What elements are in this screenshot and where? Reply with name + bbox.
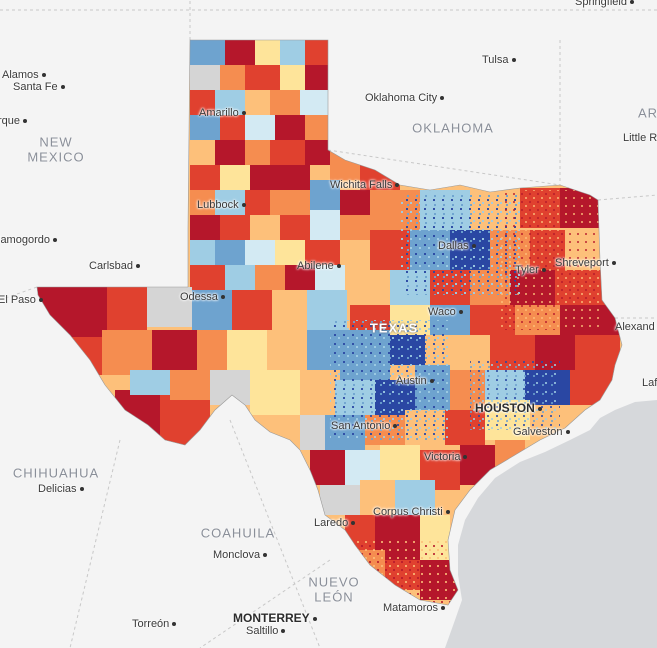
- city-marker-icon: [537, 406, 542, 411]
- city-label-amarillo[interactable]: Amarillo: [199, 107, 249, 119]
- city-marker-icon: [38, 298, 43, 303]
- region-label-texas: TEXAS: [369, 320, 419, 336]
- city-marker-icon: [41, 73, 46, 78]
- region-label-nuevo-leon-1: NUEVO: [308, 574, 360, 590]
- city-marker-icon: [458, 310, 463, 315]
- city-label-waco[interactable]: Waco: [428, 306, 466, 318]
- city-label-laredo[interactable]: Laredo: [314, 517, 358, 529]
- city-label-carlsbad[interactable]: Carlsbad: [89, 260, 143, 272]
- city-marker-icon: [241, 203, 246, 208]
- region-label-chihuahua: CHIHUAHUA: [12, 465, 100, 481]
- city-marker-icon: [220, 295, 225, 300]
- city-marker-icon: [541, 268, 546, 273]
- city-label-alamos[interactable]: Alamos: [2, 69, 49, 81]
- city-marker-icon: [241, 111, 246, 116]
- city-label-springfield[interactable]: Springfield: [575, 0, 637, 8]
- city-marker-icon: [463, 455, 468, 460]
- city-label-abilene[interactable]: Abilene: [297, 260, 344, 272]
- city-marker-icon: [440, 96, 445, 101]
- city-marker-icon: [312, 616, 317, 621]
- city-label-torreon[interactable]: Torreón: [132, 618, 179, 630]
- city-label-tulsa[interactable]: Tulsa: [482, 54, 519, 66]
- city-label-austin[interactable]: Austin: [396, 375, 437, 387]
- region-label-new-mexico-2: MEXICO: [27, 149, 85, 165]
- region-label-new-mexico-1: NEW: [39, 134, 73, 150]
- city-label-corpus-christi[interactable]: Corpus Christi: [373, 506, 453, 518]
- city-label-alamogordo[interactable]: lamogordo: [0, 234, 60, 246]
- city-marker-icon: [471, 244, 476, 249]
- city-label-albuquerque[interactable]: rque: [0, 115, 30, 127]
- city-marker-icon: [565, 430, 570, 435]
- city-marker-icon: [136, 264, 141, 269]
- city-marker-icon: [351, 521, 356, 526]
- city-marker-icon: [172, 622, 177, 627]
- city-marker-icon: [393, 424, 398, 429]
- city-label-lubbock[interactable]: Lubbock: [197, 199, 249, 211]
- city-label-el-paso[interactable]: El Paso: [0, 294, 46, 306]
- city-label-galveston[interactable]: Galveston: [513, 426, 573, 438]
- city-label-monclova[interactable]: Monclova: [213, 549, 270, 561]
- city-marker-icon: [441, 606, 446, 611]
- city-label-wichita-falls[interactable]: Wichita Falls: [330, 179, 402, 191]
- city-label-houston[interactable]: HOUSTON: [475, 401, 545, 415]
- city-label-saltillo[interactable]: Saltillo: [246, 625, 288, 637]
- region-label-arkansas: AR: [637, 105, 657, 121]
- city-marker-icon: [611, 261, 616, 266]
- city-marker-icon: [52, 238, 57, 243]
- city-label-santa-fe[interactable]: Santa Fe: [13, 81, 68, 93]
- city-label-victoria[interactable]: Victoria: [424, 451, 470, 463]
- city-marker-icon: [60, 85, 65, 90]
- region-label-nuevo-leon-2: LEÓN: [314, 589, 354, 605]
- city-marker-icon: [336, 264, 341, 269]
- city-label-shreveport[interactable]: Shreveport: [555, 257, 619, 269]
- city-label-odessa[interactable]: Odessa: [180, 291, 228, 303]
- region-label-coahuila: COAHUILA: [200, 525, 276, 541]
- city-label-dallas[interactable]: Dallas: [438, 240, 479, 252]
- city-marker-icon: [23, 119, 28, 124]
- city-label-tyler[interactable]: Tyler: [515, 264, 549, 276]
- city-label-little-rock[interactable]: Little R: [623, 132, 657, 144]
- gulf-of-mexico: [445, 400, 657, 648]
- city-marker-icon: [429, 379, 434, 384]
- city-label-san-antonio[interactable]: San Antonio: [331, 420, 400, 432]
- city-marker-icon: [629, 0, 634, 5]
- city-marker-icon: [79, 487, 84, 492]
- region-label-oklahoma: OKLAHOMA: [412, 120, 494, 136]
- city-label-matamoros[interactable]: Matamoros: [383, 602, 448, 614]
- city-marker-icon: [511, 58, 516, 63]
- city-marker-icon: [395, 183, 400, 188]
- city-marker-icon: [281, 629, 286, 634]
- city-label-oklahoma-city[interactable]: Oklahoma City: [365, 92, 447, 104]
- city-marker-icon: [263, 553, 268, 558]
- city-label-delicias[interactable]: Delicias: [38, 483, 87, 495]
- city-label-alexandria[interactable]: Alexand: [615, 321, 655, 333]
- city-label-monterrey[interactable]: MONTERREY: [233, 611, 320, 625]
- city-marker-icon: [445, 510, 450, 515]
- city-label-lafayette[interactable]: Laf: [642, 377, 657, 389]
